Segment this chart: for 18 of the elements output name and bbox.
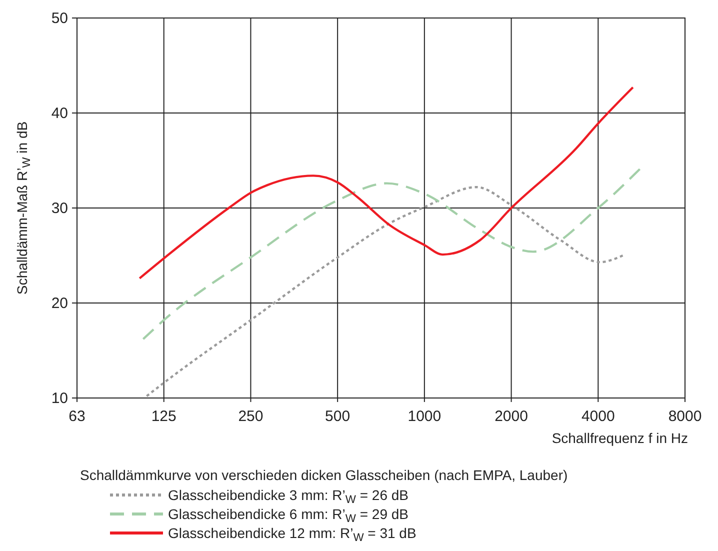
legend-label: Glasscheibendicke 6 mm: R’$_{W}$ = 29 dB	[168, 506, 409, 525]
x-tick-label: 1000	[408, 408, 442, 425]
y-tick-label: 30	[51, 200, 68, 217]
legend-title: Schalldämmkurve von verschieden dicken Glasscheiben (nach EMPA, Lauber)	[80, 467, 568, 483]
x-tick-label: 2000	[494, 408, 528, 425]
x-tick-label: 4000	[581, 408, 615, 425]
x-tick-label: 500	[325, 408, 350, 425]
y-tick-label: 20	[51, 295, 68, 312]
y-tick-label: 40	[51, 105, 68, 122]
legend-label: Glasscheibendicke 3 mm: R’$_{W}$ = 26 dB	[168, 487, 409, 506]
x-tick-label: 250	[238, 408, 264, 425]
y-tick-label: 50	[51, 10, 68, 27]
y-tick-label: 10	[51, 390, 68, 407]
x-axis-title: Schallfrequenz f in Hz	[552, 430, 688, 446]
x-tick-label: 63	[68, 408, 86, 425]
legend-label: Glasscheibendicke 12 mm: R’$_{W}$ = 31 dB	[168, 525, 416, 544]
x-tick-label: 8000	[668, 408, 702, 425]
x-tick-label: 125	[151, 408, 176, 425]
